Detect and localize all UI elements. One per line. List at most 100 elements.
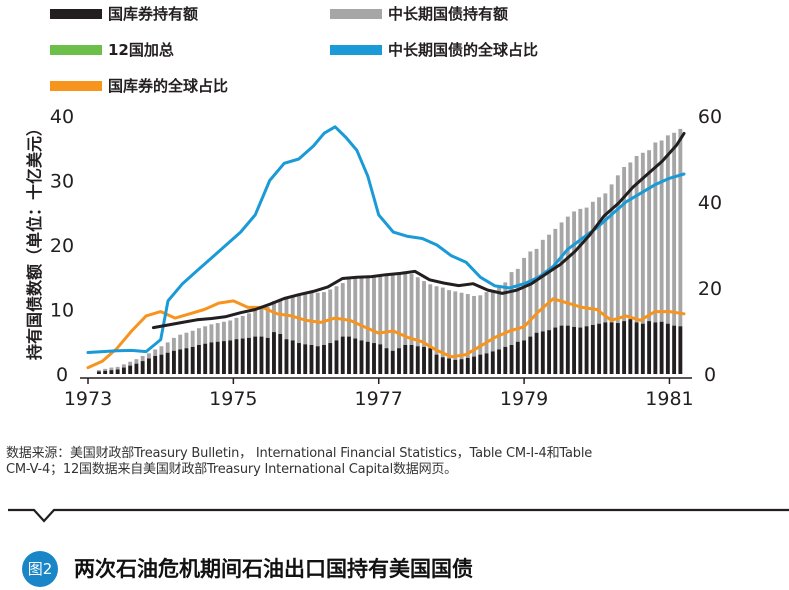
bar-long-term <box>215 323 220 342</box>
bar-long-term <box>153 349 158 356</box>
bar-treasury-bills <box>515 341 520 374</box>
bar-long-term <box>203 326 208 344</box>
bar-long-term <box>497 286 501 350</box>
bar-treasury-bills <box>584 326 589 374</box>
bar-long-term <box>534 248 539 333</box>
bar-treasury-bills <box>497 349 501 374</box>
bar-treasury-bills <box>171 350 176 374</box>
bar-treasury-bills <box>534 332 539 374</box>
bar-treasury-bills <box>334 340 339 374</box>
bar-long-term <box>96 370 101 372</box>
bar-treasury-bills <box>315 346 320 374</box>
bar-long-term <box>603 193 608 323</box>
bar-long-term <box>322 292 326 345</box>
bar-long-term <box>278 299 283 335</box>
bar-long-term <box>403 272 408 345</box>
bar-long-term <box>647 150 652 322</box>
bar-long-term <box>397 272 401 349</box>
bar-long-term <box>665 135 670 324</box>
bar-treasury-bills <box>628 319 633 374</box>
bar-treasury-bills <box>603 322 608 374</box>
bar-long-term <box>209 324 214 343</box>
bar-treasury-bills <box>328 343 333 374</box>
bar-treasury-bills <box>222 341 226 374</box>
bar-long-term <box>378 275 383 345</box>
x-tick-label-1975: 1975 <box>209 388 257 410</box>
bar-treasury-bills <box>184 348 189 374</box>
bar-treasury-bills <box>490 351 495 374</box>
bar-long-term <box>509 272 514 345</box>
bar-long-term <box>540 239 545 332</box>
bar-long-term <box>590 201 595 325</box>
bar-treasury-bills <box>259 336 264 374</box>
bar-long-term <box>228 320 233 341</box>
bar-long-term <box>659 140 664 322</box>
bar-treasury-bills <box>178 349 183 374</box>
bar-treasury-bills <box>578 327 583 374</box>
bar-treasury-bills <box>303 344 308 374</box>
bar-treasury-bills <box>403 344 408 374</box>
bar-long-term <box>465 294 470 358</box>
bar-long-term <box>134 359 139 364</box>
bar-long-term <box>290 295 295 341</box>
bar-treasury-bills <box>134 363 139 374</box>
bar-treasury-bills <box>190 346 195 374</box>
bar-treasury-bills <box>359 340 364 374</box>
bar-long-term <box>384 274 389 349</box>
y-right-tick-label-20: 20 <box>698 278 722 300</box>
y-left-tick-label-20: 20 <box>50 235 74 257</box>
bar-long-term <box>678 128 683 327</box>
bar-treasury-bills <box>109 370 114 374</box>
bar-treasury-bills <box>153 355 158 374</box>
y-right-tick-label-0: 0 <box>704 364 716 386</box>
bar-long-term <box>409 274 414 345</box>
bar-treasury-bills <box>103 370 108 374</box>
bar-treasury-bills <box>165 352 170 374</box>
bar-treasury-bills <box>622 321 627 374</box>
bar-long-term <box>234 317 239 340</box>
bar-long-term <box>472 295 476 357</box>
y-left-tick-label-0: 0 <box>56 364 68 386</box>
bar-treasury-bills <box>478 354 483 374</box>
bar-long-term <box>247 313 251 338</box>
bar-long-term <box>284 297 289 340</box>
bar-treasury-bills <box>672 325 677 374</box>
bar-long-term <box>365 276 370 342</box>
y-axis-label: 持有国债数额（单位：十亿美元） <box>25 120 44 360</box>
bar-long-term <box>434 286 439 355</box>
bar-long-term <box>340 283 345 337</box>
bar-long-term <box>415 277 420 347</box>
line-long-term-share <box>86 125 686 354</box>
bar-long-term <box>103 368 108 371</box>
bar-treasury-bills <box>634 322 639 374</box>
bar-treasury-bills <box>365 341 370 374</box>
bar-treasury-bills <box>209 342 214 374</box>
bar-long-term <box>128 361 133 366</box>
bar-treasury-bills <box>384 348 389 374</box>
bar-long-term <box>178 334 183 350</box>
bar-long-term <box>353 277 358 339</box>
source-note: 数据来源：美国财政部Treasury Bulletin， Internation… <box>6 446 786 478</box>
bar-long-term <box>115 366 120 370</box>
legend-swatch-long_term <box>330 9 382 19</box>
bar-treasury-bills <box>659 321 664 374</box>
bar-long-term <box>109 367 114 371</box>
bar-treasury-bills <box>572 326 577 374</box>
bar-long-term <box>259 308 264 337</box>
bar-long-term <box>547 234 552 331</box>
bar-long-term <box>190 330 195 347</box>
bar-long-term <box>347 279 351 337</box>
legend-swatch-lt_share <box>330 45 382 55</box>
bar-treasury-bills <box>540 331 545 374</box>
bar-treasury-bills <box>472 356 476 374</box>
bar-treasury-bills <box>159 354 164 374</box>
figure-badge: 图2 <box>22 551 58 587</box>
bar-treasury-bills <box>453 359 458 374</box>
bar-treasury-bills <box>422 346 426 374</box>
bar-treasury-bills <box>653 322 658 374</box>
bar-long-term <box>265 306 270 338</box>
bar-long-term <box>440 287 445 358</box>
bar-long-term <box>453 291 458 360</box>
